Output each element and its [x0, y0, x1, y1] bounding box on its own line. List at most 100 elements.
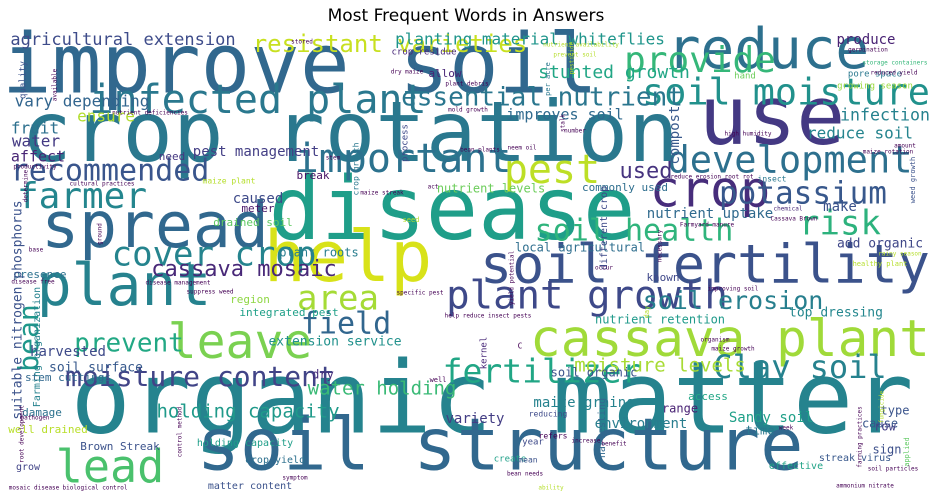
word-grow: grow	[16, 462, 41, 473]
word-used: used	[620, 159, 673, 184]
word-benefit: benefit	[601, 441, 627, 448]
word-well: well	[430, 376, 447, 384]
word-soil-fertility: soil fertility	[480, 233, 930, 296]
word-per-acre: per acre	[544, 62, 552, 96]
word-bean-needs: bean needs	[507, 471, 544, 478]
word-fertilizer: fertilizer	[443, 352, 642, 391]
word-act: act	[428, 184, 439, 191]
word-improves-soil: improves soil	[506, 106, 623, 124]
word-cloud-area	[6, 30, 926, 495]
word-farming-practices: farming practices	[857, 406, 864, 468]
word-maize-plant: maize plant	[203, 177, 256, 186]
word-cause: cause	[862, 417, 898, 431]
word-help: help	[264, 216, 433, 298]
word-necessary: necessary	[657, 229, 664, 262]
word-ground: ground	[97, 223, 104, 245]
word-allow: allow	[428, 67, 461, 80]
word-improving-soil: improving soil	[708, 286, 759, 293]
word-farming-organization: Farming organization	[32, 287, 43, 407]
word-quality: quality	[19, 60, 29, 99]
word-development: development	[667, 139, 912, 182]
word-nutrient-uptake: nutrient uptake	[647, 206, 773, 222]
word-increase: increase	[572, 438, 601, 445]
word-planting-material-whiteflies: planting material whiteflies	[395, 30, 665, 49]
word-maize-grains: maize grains	[533, 395, 634, 411]
word-farmyard-manure: Farmyard manure	[680, 222, 735, 229]
word-maize-growth: maize growth	[711, 346, 755, 353]
word-pore-space: pore space	[848, 70, 902, 80]
word-weed-growth: weed growth	[909, 157, 917, 203]
word-local-agricultural: local agricultural	[515, 241, 645, 255]
word-biological-control: biological control	[62, 485, 127, 492]
word-agricultural-extension: agricultural extension	[10, 30, 235, 50]
word-important: important	[295, 136, 512, 182]
word-process: process	[401, 124, 411, 162]
word-mosaic-disease: mosaic disease	[9, 485, 60, 492]
word-soil-structure: soil structure	[197, 403, 804, 487]
word-affect: affect	[11, 148, 65, 166]
word-recommended: recommended	[11, 154, 210, 189]
word-nutrient-levels: nutrient levels	[437, 182, 545, 196]
word-use: use	[699, 70, 845, 164]
word-insect: insect	[758, 175, 787, 184]
word-soil-erosion: soil erosion	[643, 286, 824, 315]
word-refers: refers	[539, 432, 568, 441]
word-matter-content: matter content	[208, 481, 292, 492]
word-need: need	[159, 150, 186, 163]
word-sign: sign	[873, 443, 902, 457]
word-occur: occur	[595, 265, 613, 272]
word-plant-roots: plant roots	[279, 246, 358, 260]
word-prevent-soil: prevent soil	[553, 52, 597, 59]
word-productivity: productivity	[13, 164, 57, 171]
word-add-organic: add organic	[837, 237, 923, 252]
word-water: water	[12, 132, 61, 151]
word-integrated-pest: integrated pest	[239, 306, 338, 319]
word-clay-soil: Clay soil	[713, 348, 886, 386]
word-infected-plant: infected plant	[89, 77, 426, 123]
word-well-drained: well drained	[8, 423, 87, 436]
word-crop: crop	[650, 161, 770, 219]
word-access: access	[688, 390, 728, 403]
word-week: week	[779, 425, 794, 432]
word-crop-growth: crop growth	[352, 142, 361, 195]
word-pathogen: pathogen	[21, 415, 50, 422]
word-range: range	[662, 402, 698, 416]
word-make: make	[823, 199, 857, 215]
chart-title: Most Frequent Words in Answers	[327, 6, 605, 26]
word-cover-crop: cover crop	[112, 235, 317, 275]
word-reducing: reducing	[529, 410, 568, 419]
word-help-reduce-insect-pests: help reduce insect pests	[445, 313, 532, 320]
word-stalk: stalk	[560, 114, 567, 132]
word-area: area	[297, 279, 379, 319]
word-produce: produce	[836, 32, 895, 48]
word-ensure: ensure	[77, 107, 135, 126]
word-commonly-used: commonly used	[582, 181, 668, 194]
word-mold-growth: mold growth	[448, 107, 488, 114]
word-known: known	[646, 271, 679, 284]
word-stem: stem	[326, 155, 341, 162]
word-bean: bean	[12, 304, 45, 371]
word-pesticide: pesticide	[569, 41, 576, 74]
word-number: number	[564, 128, 586, 135]
word-lead: lead	[56, 440, 164, 493]
word-crop-residue: crop residue	[391, 48, 456, 58]
word-farmer: farmer	[17, 176, 147, 217]
word-risk: risk	[799, 204, 881, 244]
word-rainy-season: rainy season	[878, 251, 922, 258]
word-caused: caused	[233, 191, 284, 207]
word-control-method: control method	[177, 406, 184, 457]
word-reduced-yield: reduced yield	[871, 70, 918, 77]
word-moisture-content: moisture content	[65, 360, 335, 393]
word-soil-health: soil health	[535, 214, 734, 249]
word-cassava-brown: Cassava Brown	[771, 216, 818, 223]
word-ammonium-nitrate: ammonium nitrate	[836, 483, 894, 490]
word-damage: damage	[22, 406, 62, 419]
word-symptom: symptom	[282, 475, 308, 482]
word-create: create	[494, 455, 527, 465]
word-plant-debris: plant debris	[445, 81, 489, 88]
word-reduce-soil: reduce soil	[807, 124, 913, 143]
word-dry-maize: dry maize	[391, 69, 424, 76]
word-plant: plant	[37, 251, 212, 319]
word-crop-rotation: crop rotation	[21, 83, 678, 181]
word-disease: disease	[269, 158, 636, 260]
